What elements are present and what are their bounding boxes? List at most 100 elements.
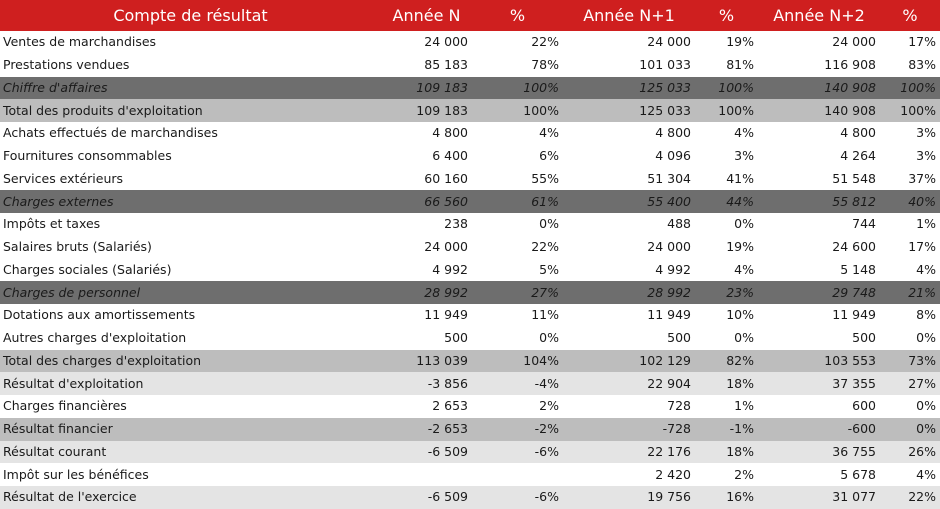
table-row: Charges sociales (Salariés) 4 992 5% 4 992 4…	[0, 258, 940, 282]
table-row: Résultat d'exploitation -3 856 -4% 22 904 18…	[0, 372, 940, 395]
pct-year-n2: 83%	[880, 53, 940, 77]
pct-year-n1: 100%	[695, 76, 758, 100]
value-year-n1: 488	[563, 213, 695, 236]
pct-year-n2: 21%	[880, 281, 940, 304]
header-col-year-n: Année N	[392, 6, 461, 25]
header-col-year-n2: Année N+2	[773, 6, 865, 25]
pct-year-n2: 100%	[880, 76, 940, 100]
value-year-n: 60 160	[381, 167, 472, 191]
value-year-n1: 125 033	[563, 99, 695, 122]
value-year-n1: 22 176	[563, 440, 695, 464]
value-year-n2: 51 548	[758, 167, 880, 191]
pct-year-n: 55%	[472, 167, 563, 191]
pct-year-n2: 1%	[880, 213, 940, 236]
value-year-n: 28 992	[381, 281, 472, 304]
value-year-n1: 4 800	[563, 122, 695, 145]
row-label: Résultat courant	[0, 440, 381, 464]
row-label: Autres charges d'exploitation	[0, 326, 381, 350]
value-year-n1: 728	[563, 395, 695, 418]
value-year-n2: 36 755	[758, 440, 880, 464]
pct-year-n1: 81%	[695, 53, 758, 77]
value-year-n1: 55 400	[563, 190, 695, 213]
value-year-n2: 5 678	[758, 463, 880, 486]
pct-year-n2: 27%	[880, 372, 940, 395]
value-year-n: -2 653	[381, 417, 472, 441]
value-year-n: 24 000	[381, 235, 472, 259]
row-label: Charges externes	[0, 190, 381, 213]
value-year-n2: 103 553	[758, 349, 880, 373]
table-row: Ventes de marchandises 24 000 22% 24 000 19%…	[0, 31, 940, 54]
value-year-n1: 28 992	[563, 281, 695, 304]
header-col-pct-n1: %	[718, 6, 735, 25]
value-year-n1: 101 033	[563, 53, 695, 77]
value-year-n1: 4 096	[563, 144, 695, 168]
value-year-n1: -728	[563, 417, 695, 441]
table-row: Total des charges d'exploitation 113 039 1…	[0, 349, 940, 373]
value-year-n: 109 183	[381, 76, 472, 100]
table-row: Résultat courant -6 509 -6% 22 176 18% 36 755…	[0, 440, 940, 464]
pct-year-n: 61%	[472, 190, 563, 213]
value-year-n1: 500	[563, 326, 695, 350]
value-year-n: 113 039	[381, 349, 472, 373]
value-year-n: -6 509	[381, 486, 472, 509]
value-year-n2: 24 000	[758, 31, 880, 54]
table-row: Total des produits d'exploitation 109 183…	[0, 99, 940, 122]
pct-year-n: 78%	[472, 53, 563, 77]
pct-year-n: 27%	[472, 281, 563, 304]
pct-year-n1: 2%	[695, 463, 758, 486]
value-year-n1: 24 000	[563, 235, 695, 259]
pct-year-n1: 10%	[695, 304, 758, 327]
row-label: Résultat d'exploitation	[0, 372, 381, 395]
value-year-n: 4 992	[381, 258, 472, 282]
pct-year-n1: 82%	[695, 349, 758, 373]
pct-year-n2: 4%	[880, 258, 940, 282]
row-label: Charges de personnel	[0, 281, 381, 304]
pct-year-n2: 3%	[880, 144, 940, 168]
pct-year-n: 0%	[472, 213, 563, 236]
pct-year-n: 11%	[472, 304, 563, 327]
pct-year-n: -6%	[472, 486, 563, 509]
row-label: Total des charges d'exploitation	[0, 349, 381, 373]
pct-year-n1: 0%	[695, 213, 758, 236]
pct-year-n: 2%	[472, 395, 563, 418]
row-label: Services extérieurs	[0, 167, 381, 191]
pct-year-n1: -1%	[695, 417, 758, 441]
pct-year-n1: 18%	[695, 372, 758, 395]
row-label: Impôts et taxes	[0, 213, 381, 236]
pct-year-n: 6%	[472, 144, 563, 168]
table-row: Charges externes 66 560 61% 55 400 44% 55 812…	[0, 190, 940, 213]
value-year-n: 109 183	[381, 99, 472, 122]
value-year-n2: 24 600	[758, 235, 880, 259]
row-label: Charges sociales (Salariés)	[0, 258, 381, 282]
pct-year-n2: 17%	[880, 31, 940, 54]
header-col-pct-n2: %	[902, 6, 918, 25]
value-year-n2: 55 812	[758, 190, 880, 213]
pct-year-n: 0%	[472, 326, 563, 350]
value-year-n2: 29 748	[758, 281, 880, 304]
table-row: Résultat financier -2 653 -2% -728 -1% -600 0%	[0, 417, 940, 441]
table-row: Prestations vendues 85 183 78% 101 033 81% 11…	[0, 53, 940, 77]
value-year-n: 500	[381, 326, 472, 350]
row-label: Prestations vendues	[0, 53, 381, 77]
value-year-n: -6 509	[381, 440, 472, 464]
value-year-n: -3 856	[381, 372, 472, 395]
row-label: Résultat de l'exercice	[0, 486, 381, 509]
pct-year-n: 100%	[472, 76, 563, 100]
pct-year-n1: 23%	[695, 281, 758, 304]
pct-year-n: 4%	[472, 122, 563, 145]
value-year-n2: 140 908	[758, 76, 880, 100]
pct-year-n1: 41%	[695, 167, 758, 191]
pct-year-n1: 0%	[695, 326, 758, 350]
table-row: Autres charges d'exploitation 500 0% 500 0% 5…	[0, 326, 940, 350]
row-label: Dotations aux amortissements	[0, 304, 381, 327]
table-row: Services extérieurs 60 160 55% 51 304 41% 51 …	[0, 167, 940, 191]
row-label: Fournitures consommables	[0, 144, 381, 168]
value-year-n2: -600	[758, 417, 880, 441]
pct-year-n2: 73%	[880, 349, 940, 373]
value-year-n2: 4 264	[758, 144, 880, 168]
value-year-n2: 744	[758, 213, 880, 236]
pct-year-n: 22%	[472, 235, 563, 259]
table-row: Dotations aux amortissements 11 949 11% 11 …	[0, 304, 940, 327]
value-year-n1: 125 033	[563, 76, 695, 100]
